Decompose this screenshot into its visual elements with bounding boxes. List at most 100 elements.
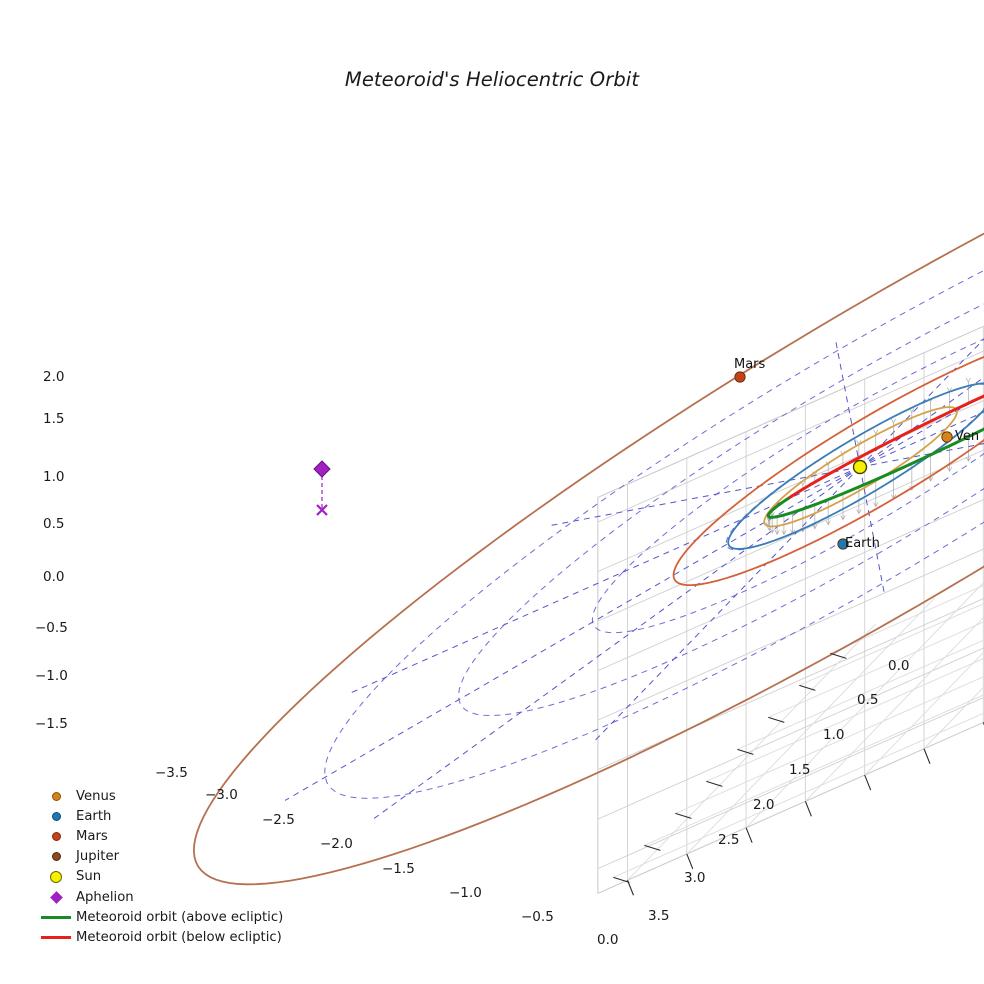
body-label-mars: Mars [734, 357, 766, 372]
body-marker-mars [734, 371, 746, 383]
body-marker-sun [852, 459, 868, 475]
x-axis-tick-label: −2.0 [320, 836, 353, 852]
grid-line-xy [799, 603, 984, 686]
grid-line-xy [768, 621, 984, 718]
z-axis-tick-label: −1.0 [35, 668, 68, 684]
aphelion-projection-marker [316, 504, 328, 516]
orbit-path-earth [727, 382, 984, 550]
legend-dot-swatch [51, 831, 61, 841]
legend-item-label: Sun [76, 869, 102, 885]
y-axis-tick-label: 0.5 [857, 692, 879, 708]
dropline-arrowhead [840, 515, 846, 521]
dropline-arrowhead [774, 529, 780, 535]
grid-line-xz [597, 498, 984, 672]
y-axis-tick [768, 716, 785, 723]
grid-line-xy [644, 694, 984, 846]
polar-grid-ring [324, 269, 984, 799]
x-axis-tick [864, 774, 872, 791]
y-axis-tick [613, 876, 630, 883]
grid-line-xy [830, 584, 984, 654]
legend-item-label: Mars [76, 828, 108, 844]
x-axis-tick [686, 853, 694, 870]
grid-line-xy [864, 651, 984, 776]
legend-marker-earth-icon [36, 811, 76, 821]
legend-item-label: Meteoroid orbit (below ecliptic) [76, 929, 282, 945]
legend: Venus Earth Mars Jupiter Sun Aphelion Meteoroi… [36, 786, 292, 948]
x-axis-tick-label: −0.5 [521, 909, 554, 925]
orbit-path-venus [763, 406, 958, 528]
grid-line-xy [613, 712, 984, 878]
grid-line-xy [706, 657, 984, 782]
legend-marker-mars-icon [36, 831, 76, 841]
legend-item: Meteoroid orbit (above ecliptic) [36, 907, 292, 927]
x-axis-tick-label: 0.0 [597, 932, 619, 948]
legend-marker-venus-icon [36, 791, 76, 801]
x-axis-tick [745, 827, 753, 843]
dropline-arrowhead [812, 524, 818, 530]
orbit-path-mars [672, 355, 984, 587]
x-axis-tick [923, 748, 931, 764]
dropline-arrowhead [873, 502, 879, 508]
grid-line-xz [597, 696, 984, 870]
legend-dot-swatch [51, 852, 61, 862]
legend-dot-swatch [51, 791, 61, 801]
x-axis-tick-label: −3.0 [205, 787, 238, 803]
y-axis-tick-label: 3.5 [648, 908, 670, 924]
legend-marker-jupiter-icon [36, 852, 76, 862]
legend-item: Earth [36, 806, 292, 826]
grid-line-xz [597, 597, 984, 771]
legend-marker-sun-icon [36, 870, 76, 883]
legend-dot-swatch [50, 870, 62, 883]
grid-line-xy [675, 676, 984, 814]
x-axis-tick-label: −2.5 [262, 812, 295, 828]
legend-item: Meteoroid orbit (below ecliptic) [36, 927, 292, 947]
grid-line-xy [737, 639, 984, 750]
planet-orbits-group [192, 232, 984, 886]
legend-item-label: Jupiter [76, 849, 119, 865]
legend-marker-meteoroid-icon [36, 936, 76, 939]
legend-item: Aphelion [36, 887, 292, 907]
grid-line-xz [597, 548, 984, 721]
dropline-arrowhead [965, 377, 971, 383]
x-axis-tick-label: −3.5 [155, 765, 188, 781]
body-label-earth: Earth [845, 536, 880, 551]
grid-line-xz [597, 647, 984, 820]
dropline-arrowhead [909, 408, 915, 414]
markers-group [313, 371, 953, 550]
y-axis-tick-label: 2.0 [753, 797, 775, 813]
dropline-arrowhead [890, 418, 896, 424]
legend-item-label: Earth [76, 808, 112, 824]
legend-line-swatch [41, 915, 71, 919]
grid-line-xy [805, 616, 984, 802]
y-axis-tick-label: 3.0 [684, 870, 706, 886]
page-title: Meteoroid's Heliocentric Orbit [344, 68, 640, 91]
z-axis-tick-label: 2.0 [43, 369, 65, 385]
legend-item-label: Venus [76, 788, 116, 804]
x-axis-tick-label: −1.5 [382, 861, 415, 877]
legend-marker-meteoroid-icon [36, 915, 76, 919]
y-axis-tick-label: 2.5 [718, 832, 740, 848]
body-marker-venus [941, 431, 953, 443]
z-axis-tick-label: 0.5 [43, 516, 65, 532]
y-axis-tick [737, 748, 754, 755]
dropline-arrowhead [928, 476, 934, 482]
body-label-venus: Ven [955, 429, 980, 444]
dropline-arrowhead [965, 456, 972, 462]
legend-item: Sun [36, 867, 292, 887]
legend-item: Mars [36, 826, 292, 846]
meteoroid-orbit-group [766, 394, 984, 519]
orbit-path-jupiter [192, 232, 984, 886]
polar-grid-spoke [373, 466, 861, 819]
polar-grid-spoke [859, 394, 984, 468]
legend-item: Venus [36, 786, 292, 806]
y-axis-tick [675, 812, 692, 819]
pane-edge [597, 325, 984, 498]
x-axis-tick-label: −1.0 [449, 885, 482, 901]
polar-grid-group [284, 269, 984, 819]
grid-line-xy [627, 623, 876, 881]
meteoroid-orbit-above-ecliptic [766, 427, 984, 519]
grid-line-xy [923, 686, 984, 750]
aphelion-marker [313, 460, 331, 478]
